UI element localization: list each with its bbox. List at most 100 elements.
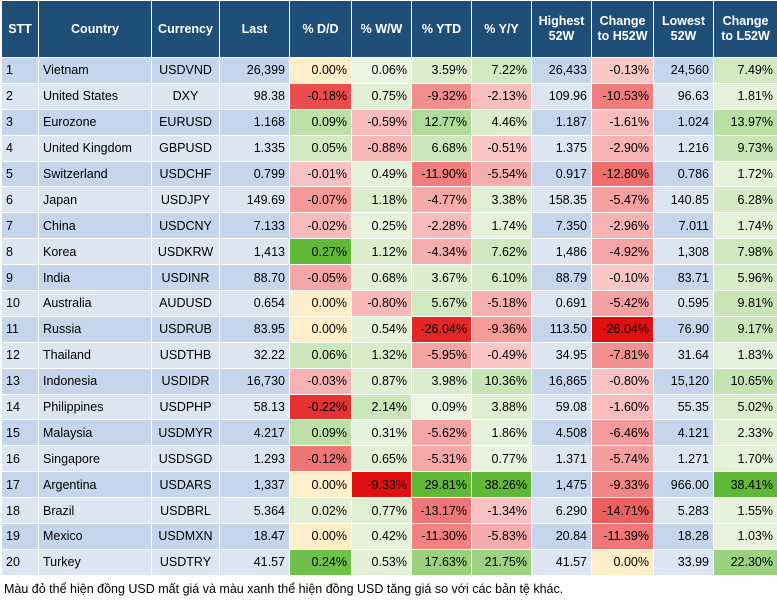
row-number: 13 — [1, 367, 39, 395]
cell: -0.88% — [351, 134, 412, 162]
header-row: STT Country Currency Last% D/D% W/W% YTD% Y… — [1, 0, 777, 58]
cell: -2.90% — [591, 134, 654, 162]
cell: -0.10% — [591, 264, 654, 292]
cell: 6.68% — [411, 134, 472, 162]
table-row: 2 United States DXY 98.38 -0.18% 0.75% -9.32% -… — [1, 82, 777, 110]
cell: 1.216 — [653, 134, 714, 162]
cell: -0.05% — [289, 264, 352, 292]
cell: 33.99 — [653, 548, 714, 576]
cell: -26.04% — [411, 315, 472, 343]
country: Eurozone — [38, 108, 152, 136]
cell: 2.33% — [713, 419, 777, 447]
country: Thailand — [38, 341, 152, 369]
currency: USDCNY — [151, 212, 220, 240]
country: Singapore — [38, 445, 152, 473]
cell: 4.121 — [653, 419, 714, 447]
cell: 0.54% — [351, 315, 412, 343]
cell: 5.96% — [713, 264, 777, 292]
row-number: 1 — [1, 57, 39, 84]
table-body: 1 Vietnam USDVND 26,399 0.00% 0.06% 3.59% 7.22%… — [1, 57, 777, 576]
cell: 0.68% — [351, 264, 412, 292]
cell: 24,560 — [653, 57, 714, 84]
row-number: 17 — [1, 471, 39, 499]
cell: 0.49% — [351, 160, 412, 188]
column-header: % W/W — [351, 0, 412, 58]
cell: -9.32% — [411, 82, 472, 110]
column-header: Change to L52W — [713, 0, 777, 58]
cell: 4.46% — [471, 108, 532, 136]
currency: USDBRL — [151, 497, 220, 525]
cell: 55.35 — [653, 393, 714, 421]
cell: 3.88% — [471, 393, 532, 421]
cell: 1.375 — [531, 134, 592, 162]
cell: -11.30% — [411, 523, 472, 550]
cell: -0.02% — [289, 212, 352, 240]
cell: 0.77% — [351, 497, 412, 525]
cell: 1.55% — [713, 497, 777, 525]
cell: 1.70% — [713, 445, 777, 473]
cell: -5.83% — [471, 523, 532, 550]
cell: -2.13% — [471, 82, 532, 110]
table-row: 14 Philippines USDPHP 58.13 -0.22% 2.14% 0.09%… — [1, 393, 777, 421]
cell: 0.06% — [351, 57, 412, 84]
cell: 149.69 — [219, 186, 290, 214]
cell: -5.62% — [411, 419, 472, 447]
cell: 0.27% — [289, 238, 352, 266]
cell: -11.39% — [591, 523, 654, 550]
cell: 22.30% — [713, 548, 777, 576]
cell: 3.38% — [471, 186, 532, 214]
cell: 3.98% — [411, 367, 472, 395]
cell: 0.00% — [289, 523, 352, 550]
cell: 12.77% — [411, 108, 472, 136]
cell: -5.18% — [471, 290, 532, 317]
currency: GBPUSD — [151, 134, 220, 162]
column-header: Currency — [151, 0, 220, 58]
cell: 0.25% — [351, 212, 412, 240]
column-header: STT — [1, 0, 39, 58]
cell: -5.54% — [471, 160, 532, 188]
country: Australia — [38, 290, 152, 317]
cell: 1,486 — [531, 238, 592, 266]
row-number: 5 — [1, 160, 39, 188]
cell: 32.22 — [219, 341, 290, 369]
cell: 0.65% — [351, 445, 412, 473]
column-header: Country — [38, 0, 152, 58]
row-number: 4 — [1, 134, 39, 162]
cell: 4.508 — [531, 419, 592, 447]
table-row: 10 Australia AUDUSD 0.654 0.00% -0.80% 5.67% -5… — [1, 290, 777, 317]
cell: -0.07% — [289, 186, 352, 214]
country: Vietnam — [38, 57, 152, 84]
column-header: Lowest 52W — [653, 0, 714, 58]
cell: 26,433 — [531, 57, 592, 84]
cell: 1,337 — [219, 471, 290, 499]
country: India — [38, 264, 152, 292]
currency: USDPHP — [151, 393, 220, 421]
cell: 1.03% — [713, 523, 777, 550]
cell: 76.90 — [653, 315, 714, 343]
cell: -0.03% — [289, 367, 352, 395]
cell: -13.17% — [411, 497, 472, 525]
currency: USDINR — [151, 264, 220, 292]
table-row: 18 Brazil USDBRL 5.364 0.02% 0.77% -13.17% -1.3… — [1, 497, 777, 525]
cell: 16,865 — [531, 367, 592, 395]
cell: 0.00% — [289, 315, 352, 343]
cell: 9.73% — [713, 134, 777, 162]
table-row: 6 Japan USDJPY 149.69 -0.07% 1.18% -4.77% 3.38%… — [1, 186, 777, 214]
cell: 3.67% — [411, 264, 472, 292]
cell: -9.33% — [591, 471, 654, 499]
table-row: 13 Indonesia USDIDR 16,730 -0.03% 0.87% 3.98% 1… — [1, 367, 777, 395]
cell: -1.34% — [471, 497, 532, 525]
cell: 98.38 — [219, 82, 290, 110]
cell: -0.12% — [289, 445, 352, 473]
cell: 1.271 — [653, 445, 714, 473]
cell: 1.18% — [351, 186, 412, 214]
cell: 1.72% — [713, 160, 777, 188]
cell: -5.47% — [591, 186, 654, 214]
cell: -4.34% — [411, 238, 472, 266]
table-row: 8 Korea USDKRW 1,413 0.27% 1.12% -4.34% 7.62% 1,… — [1, 238, 777, 266]
cell: -0.49% — [471, 341, 532, 369]
cell: 41.57 — [531, 548, 592, 576]
cell: 0.00% — [591, 548, 654, 576]
country: United States — [38, 82, 152, 110]
column-header: Last — [219, 0, 290, 58]
